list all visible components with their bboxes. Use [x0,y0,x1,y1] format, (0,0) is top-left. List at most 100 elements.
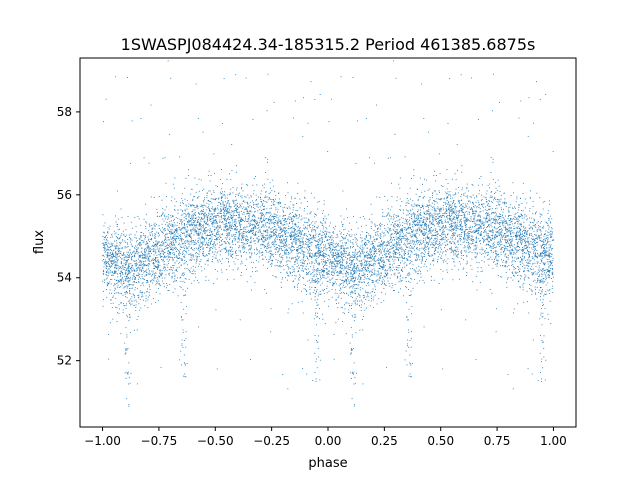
data-point [426,220,427,222]
data-point [413,229,414,231]
data-point [117,256,119,257]
data-point [309,238,311,240]
data-point [198,263,200,265]
data-point [140,236,142,238]
data-point [408,288,409,290]
data-point [235,209,237,211]
data-point [198,246,200,248]
data-point [321,255,323,257]
data-point [123,283,124,285]
data-point [322,251,323,253]
data-point [545,291,547,293]
data-point [478,262,480,264]
data-point [286,248,288,250]
data-point [376,303,378,305]
data-point [211,202,213,204]
data-point [333,283,335,285]
data-point [349,266,351,268]
data-point [314,280,316,282]
data-point [472,202,474,204]
data-point [329,245,331,247]
data-point [449,218,451,220]
data-point [365,241,367,243]
data-point [449,214,451,216]
data-point [488,230,490,232]
data-point [134,234,136,236]
data-point [413,174,415,176]
data-point [495,218,497,220]
data-point [547,289,549,291]
data-point [455,215,457,217]
data-point [483,224,485,226]
data-point [330,259,332,261]
data-point [407,251,409,253]
data-point [378,270,380,272]
data-point [293,216,295,218]
data-point [428,210,430,212]
data-point [172,260,174,261]
data-point [153,254,155,256]
data-point [398,258,399,260]
data-point [531,222,533,224]
data-point [541,271,543,273]
data-point [356,243,358,245]
data-point [137,216,139,217]
data-point [397,215,399,217]
data-point [186,231,188,233]
data-point [527,135,529,137]
data-point [129,303,131,304]
data-point [300,202,302,204]
data-point [177,218,179,220]
data-point [174,275,176,277]
data-point [278,222,280,224]
data-point [249,231,251,233]
data-point [355,263,357,265]
data-point [466,260,468,262]
data-point [411,178,412,179]
data-point [470,219,472,221]
data-point [511,257,513,259]
data-point [466,255,468,257]
data-point [129,316,131,318]
data-point [316,241,318,242]
data-point [217,259,219,261]
data-point [324,215,326,217]
data-point [379,197,381,198]
data-point [409,373,411,375]
data-point [176,229,178,231]
data-point [152,262,154,264]
data-point [133,255,135,257]
data-point [299,229,301,231]
data-point [459,204,461,206]
data-point [366,251,368,253]
data-point [259,222,260,224]
data-point [333,273,335,275]
data-point [331,98,332,100]
data-point [375,250,377,252]
data-point [475,359,477,360]
data-point [242,234,244,236]
data-point [145,221,147,223]
data-point [448,201,449,203]
data-point [136,301,138,303]
data-point [546,243,548,245]
data-point [486,210,488,211]
data-point [406,220,407,221]
data-point [147,243,149,245]
data-point [400,233,402,235]
data-point [275,232,277,234]
data-point [121,263,122,265]
data-point [281,246,283,248]
data-point [269,198,271,200]
data-point [343,218,345,220]
data-point [149,288,151,290]
data-point [112,260,114,262]
data-point [449,78,451,80]
data-point [314,269,316,271]
data-point [284,224,286,226]
data-point [464,213,466,215]
data-point [278,220,280,222]
data-point [156,283,158,284]
data-point [121,284,123,286]
data-point [126,234,127,236]
